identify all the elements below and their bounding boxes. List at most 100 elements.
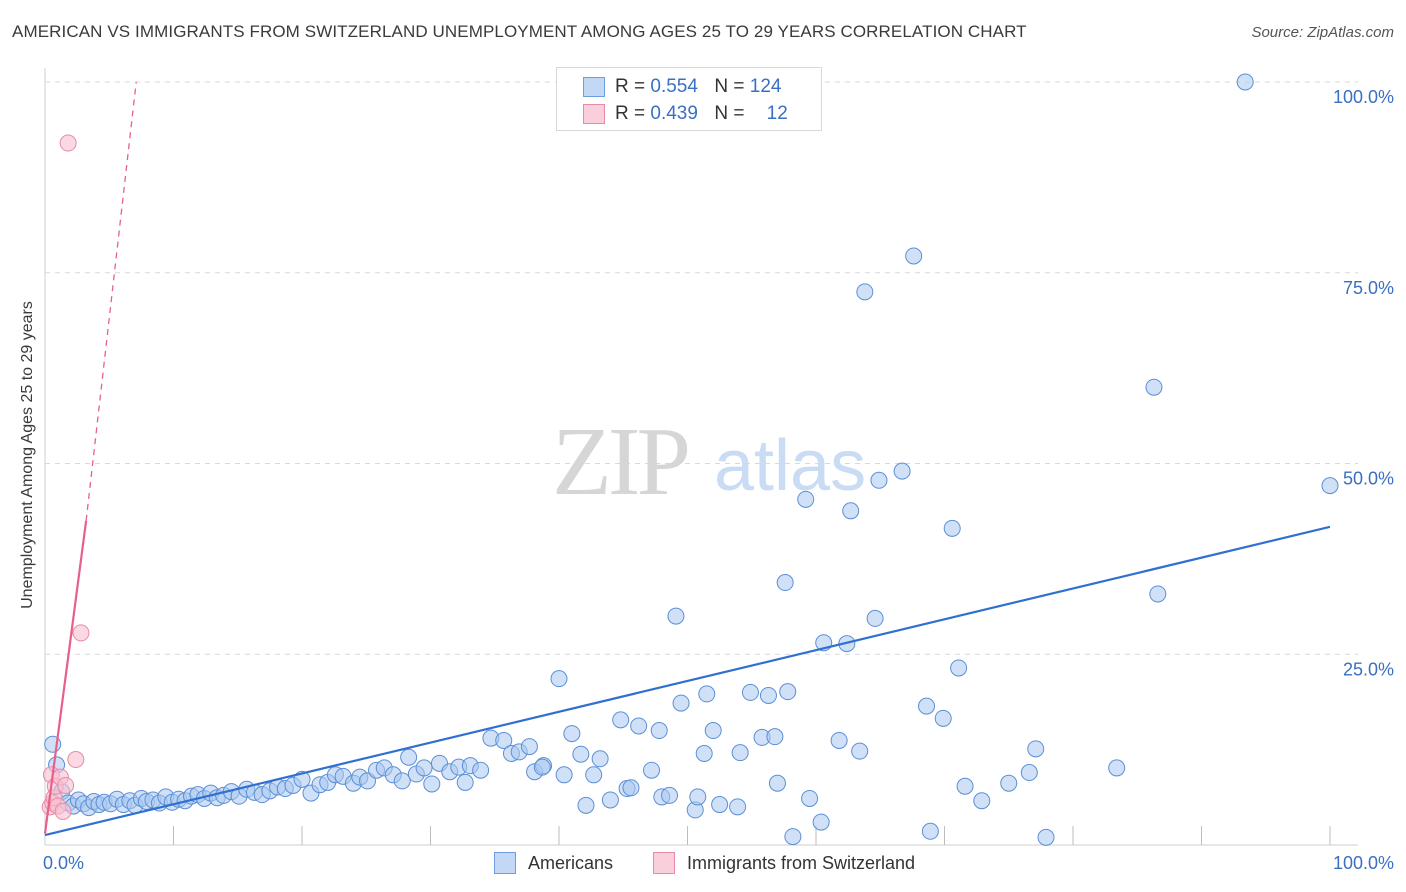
american-point [612,711,630,729]
american-point [784,828,802,846]
american-point [918,697,936,715]
american-point [759,686,777,704]
american-point [577,796,595,814]
american-point [415,759,433,777]
american-point [801,789,819,807]
american-point [585,766,603,784]
american-point [704,722,722,740]
legend-item-immigrants: Immigrants from Switzerland [653,852,915,874]
trend-lines [43,81,1331,837]
y-axis-label: Unemployment Among Ages 25 to 29 years [19,301,36,609]
american-point [1236,73,1254,91]
immigrant-point [72,624,90,642]
american-point [870,471,888,489]
americans-label: Americans [528,852,614,873]
american-point [1020,764,1038,782]
american-point [812,813,830,831]
american-point [698,685,716,703]
american-point [550,670,568,688]
american-point [768,774,786,792]
american-point [591,750,609,768]
immigrants-swatch [653,852,675,874]
american-point [400,748,418,766]
american-point [555,766,573,784]
american-point [893,462,911,480]
american-point [572,745,590,763]
immigrants-trend-line [43,520,88,834]
american-point [661,786,679,804]
american-point [563,725,581,743]
gridlines [45,81,1358,655]
american-point [842,502,860,520]
legend-n-label: N = [714,76,745,97]
american-point [1321,477,1339,495]
chart-title: AMERICAN VS IMMIGRANTS FROM SWITZERLAND … [12,22,1027,41]
american-point [393,772,411,790]
american-point [797,490,815,508]
american-point [1149,585,1167,603]
american-point [1027,740,1045,758]
american-point [856,283,874,301]
source-credit: Source: ZipAtlas.com [1251,24,1394,41]
american-point [643,761,661,779]
immigrants-label: Immigrants from Switzerland [687,852,916,873]
legend-row-americans: R = 0.554 N = 124 [583,76,781,98]
american-point [973,792,991,810]
american-point [695,744,713,762]
american-point [921,822,939,840]
american-point [766,728,784,746]
watermark-atlas: atlas [714,426,866,506]
immigrant-point [67,751,85,769]
american-point [950,659,968,677]
y-tick-label: 75.0% [1343,278,1394,298]
immigrants-trend-extension [85,81,137,521]
american-point [533,758,551,776]
immigrant-point [54,802,72,820]
american-point [866,609,884,627]
american-point [423,775,441,793]
legend-swatch-pink [583,104,605,124]
american-point [1108,759,1126,777]
immigrant-point [59,134,77,152]
american-point [456,773,474,791]
legend-n-value: 12 [766,103,788,124]
american-point [830,731,848,749]
american-point [711,796,729,814]
american-point [943,519,961,537]
y-tick-label: 100.0% [1333,87,1394,107]
legend-n-label: N = [714,103,745,124]
x-tick-label: 0.0% [43,853,84,873]
legend-r-label: R = [615,103,646,124]
american-point [779,683,797,701]
american-point [1037,828,1055,846]
americans-points [44,73,1339,846]
american-point [934,709,952,727]
immigrants-points [41,134,90,820]
americans-trend-line [44,525,1331,837]
american-point [472,761,490,779]
series-legend: Americans Immigrants from Switzerland [0,852,1406,876]
y-tick-label: 50.0% [1343,469,1394,489]
american-point [905,247,923,265]
american-point [650,722,668,740]
american-point [520,738,538,756]
x-tick-label: 100.0% [1333,853,1394,873]
american-point [741,683,759,701]
american-point [495,731,513,749]
legend-r-label: R = [615,76,646,97]
american-point [667,607,685,625]
american-point [776,574,794,592]
american-point [956,777,974,795]
american-point [672,694,690,712]
american-point [601,791,619,809]
american-point [1000,774,1018,792]
legend-swatch-blue [583,77,605,97]
american-point [689,788,707,806]
american-point [1145,378,1163,396]
legend-row-immigrants: R = 0.439 N = 12 [583,103,788,125]
legend-r-value: 0.554 [650,76,698,97]
american-point [731,744,749,762]
american-point [630,717,648,735]
american-point [851,742,869,760]
